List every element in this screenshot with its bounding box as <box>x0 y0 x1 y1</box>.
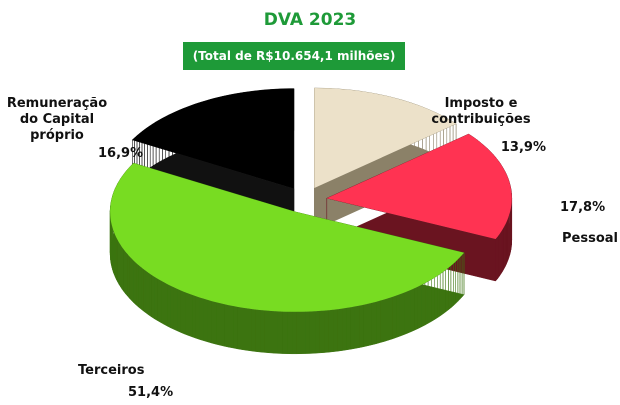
value-label: 17,8% <box>560 200 606 215</box>
chart-subtitle: (Total de R$10.654,1 milhões) <box>183 42 405 70</box>
slice <box>132 88 294 189</box>
slice <box>314 88 457 188</box>
slice <box>326 134 512 239</box>
category-label: Imposto e contribuições <box>431 96 531 127</box>
value-label: 13,9% <box>500 140 546 155</box>
category-label: Pessoal <box>562 231 618 246</box>
value-label: 16,9% <box>98 146 144 161</box>
category-label: Terceiros <box>78 363 145 378</box>
slice <box>110 163 464 312</box>
category-label: Remuneração do Capital próprio <box>6 96 108 143</box>
chart-title: DVA 2023 <box>263 10 357 30</box>
value-label: 51,4% <box>128 385 174 400</box>
